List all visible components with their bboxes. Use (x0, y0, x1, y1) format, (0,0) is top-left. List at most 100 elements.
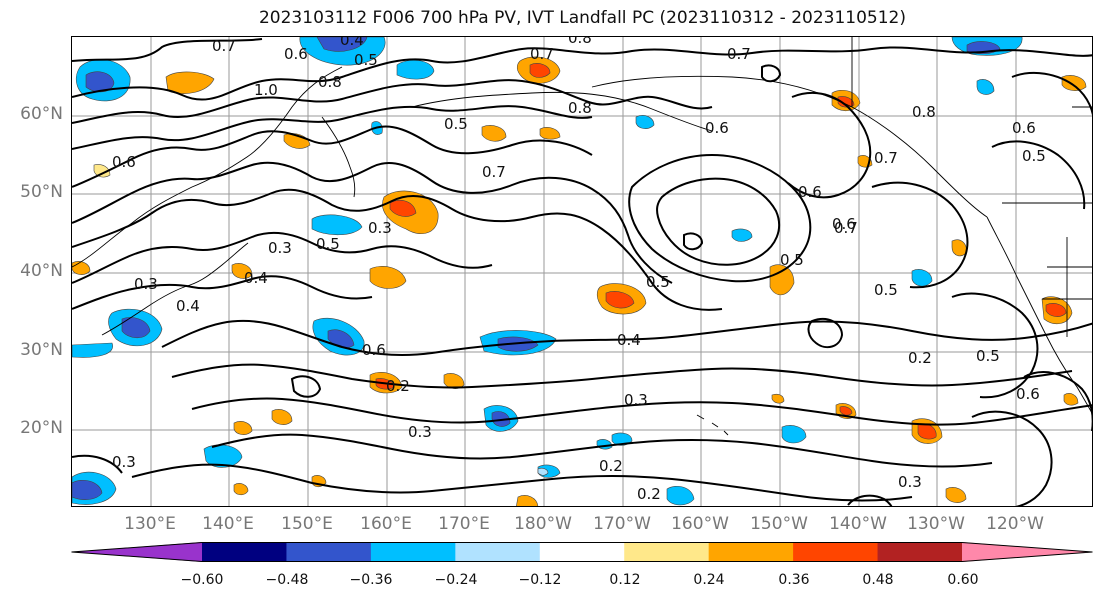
colorbar-segment (708, 542, 794, 562)
colorbar-tick: −0.36 (349, 572, 393, 588)
lon-label: 150°W (750, 514, 808, 534)
contour-line (211, 433, 993, 468)
lon-label: 180°W (514, 514, 572, 534)
colorbar-tick: 0.60 (947, 572, 979, 588)
pos-blob (539, 127, 561, 140)
neg-blob (666, 486, 695, 506)
contour-label: 0.4 (244, 269, 268, 287)
contour-label: 0.6 (284, 45, 308, 63)
contour-label: 0.5 (780, 251, 804, 269)
contour-label: 0.6 (832, 215, 856, 233)
contour-label: 0.7 (212, 37, 236, 55)
colorbar-segment (286, 542, 372, 562)
pos-blob (516, 495, 539, 506)
colorbar-segment (455, 542, 541, 562)
colorbar-extend-max (962, 542, 1093, 562)
contour-line (991, 140, 1086, 210)
pos-blob (769, 264, 795, 296)
contour-label: 0.3 (268, 239, 292, 257)
hawaii (696, 414, 729, 436)
pv-shading (72, 37, 1087, 506)
contour-label: 0.5 (1022, 147, 1046, 165)
lon-label: 130°E (124, 514, 176, 534)
contour-line (72, 125, 593, 188)
contour-label: 0.8 (568, 99, 592, 117)
colorbar-tick: −0.12 (518, 572, 562, 588)
pos-blob (1063, 393, 1079, 406)
colorbar-segment (539, 542, 625, 562)
contour-line (72, 454, 123, 474)
lon-label: 170°E (438, 514, 490, 534)
contour-line (1023, 371, 1092, 431)
contour-label: 0.6 (1012, 119, 1036, 137)
contour-label: 0.5 (354, 51, 378, 69)
pos-blob (605, 291, 635, 309)
colorbar-segment (793, 542, 879, 562)
contour-label: 0.4 (340, 37, 364, 49)
contour-line (787, 91, 872, 199)
pos-blob (233, 483, 249, 496)
lat-label: 40°N (20, 261, 63, 281)
lon-label: 150°E (281, 514, 333, 534)
contour-label: 0.8 (912, 103, 936, 121)
contour-line (656, 177, 781, 266)
neg-blob (491, 411, 511, 427)
contour-line (72, 46, 1092, 101)
contour-label: 0.7 (874, 149, 898, 167)
neg-blob (396, 59, 435, 80)
neg-blob (596, 439, 613, 450)
neg-blob (635, 115, 655, 129)
contour-line (72, 79, 713, 124)
contour-line (161, 319, 1092, 356)
colorbar-tick: 0.24 (693, 572, 725, 588)
contour-line (72, 105, 593, 150)
contour-label: 0.4 (176, 297, 200, 315)
pos-blob (271, 409, 293, 425)
aleutians (411, 91, 713, 132)
contour-line (72, 38, 263, 62)
pos-blob (1061, 75, 1087, 91)
lon-label: 160°W (671, 514, 729, 534)
lon-label: 160°E (360, 514, 412, 534)
contour-line (171, 363, 1073, 389)
pos-blob (945, 487, 967, 503)
contour-label: 0.3 (112, 453, 136, 471)
pos-blob (72, 261, 91, 275)
colorbar-outline (71, 542, 1093, 562)
contour-label: 0.5 (976, 347, 1000, 365)
contour-label: 0.3 (368, 219, 392, 237)
contour-label: 0.5 (646, 273, 670, 291)
contour-label: 0.3 (408, 423, 432, 441)
contour-label: 0.8 (318, 73, 342, 91)
pos-blob (951, 239, 967, 257)
pos-blob (389, 200, 417, 217)
contour-label: 1.0 (254, 81, 278, 99)
lon-label: 130°W (907, 514, 965, 534)
lat-label: 50°N (20, 182, 63, 202)
contour-label: 0.2 (908, 349, 932, 367)
colorbar-segment (624, 542, 710, 562)
neg-blob (911, 269, 933, 287)
pos-blob (233, 421, 253, 435)
pos-blob (771, 393, 785, 404)
colorbar-tick: 0.12 (609, 572, 641, 588)
colorbar-segment (370, 542, 456, 562)
contour-labels: 0.7 0.4 0.5 0.6 0.8 1.0 0.8 0.7 0.8 0.7 … (112, 37, 1046, 503)
pos-blob (93, 164, 111, 178)
pos-blob (165, 71, 215, 94)
na-coast (986, 216, 1092, 415)
contour-label: 0.8 (568, 37, 592, 47)
pos-blob (231, 263, 253, 279)
neg-blob (537, 467, 549, 476)
lon-label: 140°W (829, 514, 887, 534)
contour-label: 0.2 (637, 485, 661, 503)
colorbar-tick: −0.48 (265, 572, 309, 588)
pv-ivt-map: 0.7 0.4 0.5 0.6 0.8 1.0 0.8 0.7 0.8 0.7 … (72, 37, 1092, 506)
japan-coast (101, 242, 249, 336)
contour-label: 0.6 (1016, 385, 1040, 403)
colorbar-extend-min (71, 542, 202, 562)
neg-blob (85, 71, 115, 93)
colorbar-segment (877, 542, 963, 562)
neg-blob (72, 480, 103, 500)
contour-label: 0.6 (112, 153, 136, 171)
